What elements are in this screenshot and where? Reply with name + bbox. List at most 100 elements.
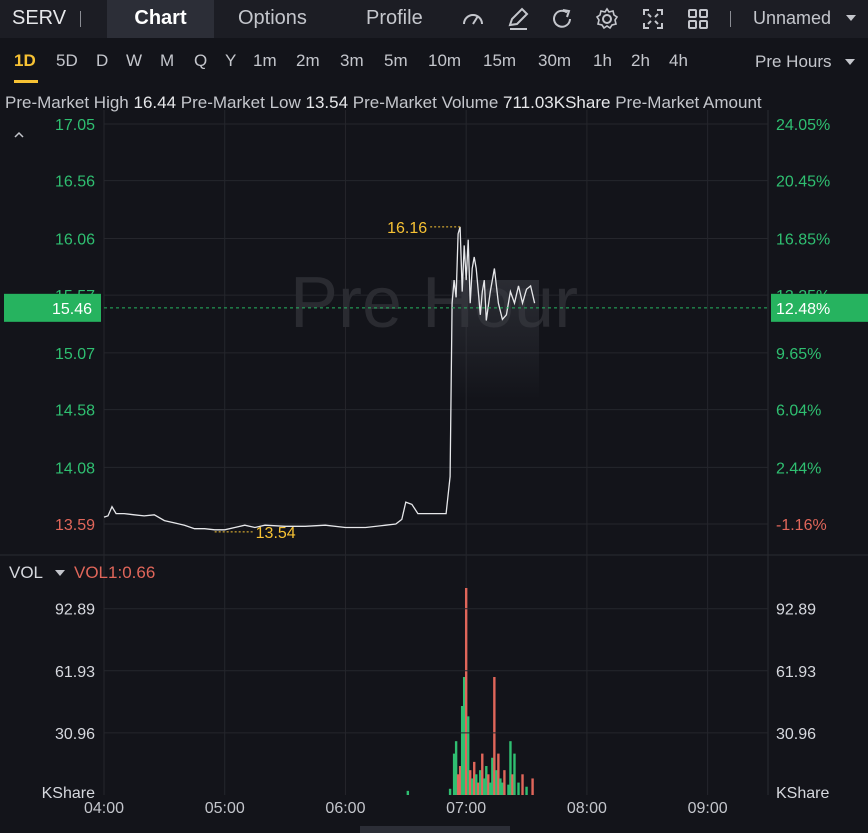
volume-bar — [464, 588, 468, 795]
tab-profile[interactable]: Profile — [366, 7, 423, 29]
layout-name-dropdown[interactable]: Unnamed — [753, 8, 832, 28]
volume-bar — [531, 778, 534, 795]
volume-bar — [491, 757, 494, 795]
divider — [80, 11, 81, 27]
period-w[interactable]: W — [126, 51, 143, 70]
change-tick-label: 9.65% — [776, 346, 821, 363]
volume-bar — [473, 761, 476, 795]
period-3m[interactable]: 3m — [340, 51, 364, 70]
current-change-tag — [771, 293, 868, 322]
period-d[interactable]: D — [96, 51, 109, 70]
tab-chart[interactable]: Chart — [107, 0, 214, 38]
change-tick-label: 24.05% — [776, 117, 830, 134]
period-2m[interactable]: 2m — [296, 51, 320, 70]
volume-bar — [493, 677, 496, 795]
volume-unit-label: KShare — [776, 785, 829, 802]
chevron-down-icon[interactable] — [55, 570, 65, 576]
period-5d[interactable]: 5D — [56, 51, 78, 70]
chevron-down-icon[interactable] — [846, 15, 856, 21]
layout-grid-icon[interactable] — [685, 6, 711, 32]
volume-bar — [489, 782, 492, 795]
settings-gear-icon[interactable] — [594, 6, 620, 32]
volume-indicator-value: VOL1:0.66 — [74, 563, 156, 582]
time-tick-label: 06:00 — [325, 800, 365, 817]
price-tick-label: 16.06 — [55, 231, 95, 248]
period-q[interactable]: Q — [194, 51, 208, 70]
price-tick-label: 13.59 — [55, 517, 95, 534]
time-tick-label: 07:00 — [446, 800, 486, 817]
volume-value: 711.03KShare — [503, 93, 611, 112]
change-tick-label: 16.85% — [776, 231, 830, 248]
period-10m[interactable]: 10m — [428, 51, 462, 70]
volume-bar — [481, 753, 484, 795]
period-2h[interactable]: 2h — [631, 51, 650, 70]
time-tick-label: 05:00 — [205, 800, 245, 817]
time-tick-label: 08:00 — [567, 800, 607, 817]
volume-tick-label: 92.89 — [55, 602, 95, 619]
price-tick-label: 15.07 — [55, 346, 95, 363]
symbol-label[interactable]: SERV — [12, 7, 67, 29]
volume-bar — [406, 790, 410, 795]
low-label: Pre-Market Low — [180, 93, 301, 112]
price-tick-label: 16.56 — [55, 174, 95, 191]
volume-bar — [499, 778, 502, 795]
volume-bar — [448, 788, 452, 795]
volume-tick-label: 30.96 — [55, 726, 95, 743]
volume-bar — [462, 677, 466, 795]
collapse-chevron-icon[interactable] — [14, 130, 24, 140]
change-tick-label: -1.16% — [776, 517, 827, 534]
volume-indicator-label[interactable]: VOL — [9, 563, 44, 582]
session-dropdown[interactable]: Pre Hours — [755, 52, 832, 71]
active-period-indicator — [14, 80, 38, 83]
period-15m[interactable]: 15m — [483, 51, 517, 70]
volume-bar — [485, 766, 488, 795]
change-tick-label: 6.04% — [776, 403, 821, 420]
draw-pencil-icon[interactable] — [505, 6, 531, 32]
price-tick-label: 14.08 — [55, 460, 95, 477]
period-1h[interactable]: 1h — [593, 51, 612, 70]
volume-bar — [475, 774, 478, 795]
period-1m[interactable]: 1m — [253, 51, 277, 70]
volume-bar — [503, 770, 506, 795]
volume-bar — [495, 770, 498, 795]
amount-label: Pre-Market Amount — [615, 93, 762, 112]
period-30m[interactable]: 30m — [538, 51, 572, 70]
volume-bar — [477, 782, 480, 795]
time-tick-label: 04:00 — [84, 800, 124, 817]
period-1d[interactable]: 1D — [14, 51, 36, 70]
current-change-label: 12.48% — [776, 301, 830, 318]
refresh-icon[interactable] — [549, 6, 575, 32]
extreme-markers: 16.16 13.54 — [214, 220, 461, 542]
time-axis: 04:00 05:00 06:00 07:00 08:00 09:00 — [84, 800, 728, 817]
volume-bar — [483, 778, 486, 795]
volume-label: Pre-Market Volume — [352, 93, 499, 112]
current-price-label: 15.46 — [52, 301, 92, 318]
chevron-down-icon[interactable] — [845, 59, 855, 65]
volume-tick-label: 61.93 — [55, 664, 95, 681]
resize-handle[interactable] — [360, 826, 510, 833]
low-value: 13.54 — [305, 93, 349, 112]
volume-bar — [507, 784, 510, 795]
high-value: 16.44 — [133, 93, 177, 112]
period-y[interactable]: Y — [225, 51, 237, 70]
volume-bar — [509, 741, 512, 795]
time-tick-label: 09:00 — [688, 800, 728, 817]
period-m[interactable]: M — [160, 51, 175, 70]
price-line — [103, 226, 536, 531]
volume-bar — [497, 753, 500, 795]
indicator-gauge-icon[interactable] — [460, 6, 486, 32]
volume-bar — [487, 774, 490, 795]
tab-options[interactable]: Options — [238, 7, 307, 29]
fullscreen-icon[interactable] — [640, 6, 666, 32]
volume-bar — [517, 782, 520, 795]
price-tick-label: 14.58 — [55, 403, 95, 420]
volume-bar — [460, 705, 464, 795]
volume-bar — [521, 774, 524, 795]
period-4h[interactable]: 4h — [669, 51, 688, 70]
volume-bar — [466, 716, 470, 795]
volume-bar — [454, 741, 458, 795]
volume-bar — [525, 786, 528, 795]
change-tick-label: 2.44% — [776, 460, 821, 477]
period-5m[interactable]: 5m — [384, 51, 408, 70]
